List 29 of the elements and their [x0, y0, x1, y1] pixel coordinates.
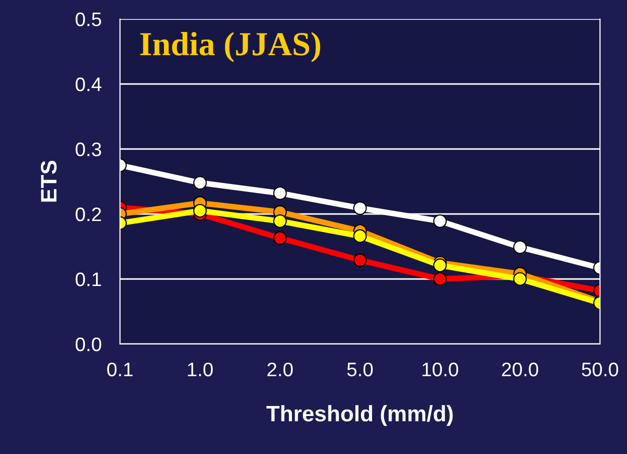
y-tick-label: 0.2: [76, 207, 101, 222]
x-axis-title: Threshold (mm/d): [266, 405, 453, 426]
x-tick-label: 5.0: [347, 362, 373, 376]
point: [433, 214, 447, 228]
x-tick-label: 1.0: [188, 362, 213, 376]
point: [273, 214, 287, 228]
y-tick-label: 0.4: [76, 77, 102, 92]
point: [353, 253, 367, 267]
y-axis-title: ETS: [40, 160, 57, 202]
point: [353, 229, 367, 243]
y-tick-label: 0.0: [76, 337, 102, 352]
x-tick-label: 10.0: [422, 362, 458, 376]
y-tick-label: 0.5: [76, 12, 102, 26]
x-tick-label: 20.0: [502, 362, 538, 376]
point: [273, 231, 287, 245]
chart-title: India (JJAS): [140, 32, 320, 62]
point: [193, 176, 207, 190]
point: [273, 186, 287, 200]
point: [433, 272, 447, 286]
point: [513, 272, 527, 286]
y-tick-label: 0.3: [76, 142, 102, 156]
point: [193, 204, 207, 218]
y-tick-label: 0.1: [76, 272, 101, 286]
x-tick-label: 50.0: [582, 362, 618, 376]
point: [353, 201, 367, 215]
point: [513, 240, 527, 254]
point: [433, 258, 447, 272]
x-tick-label: 0.1: [107, 362, 133, 376]
x-tick-label: 2.0: [267, 362, 293, 376]
